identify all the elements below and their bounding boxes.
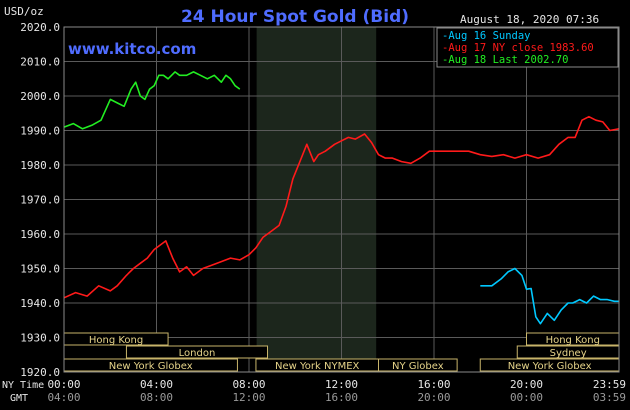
x-axis-ticks: 00:0004:0004:0008:0008:0012:0012:0016:00…	[47, 378, 626, 404]
x-tick-ny-label: 20:00	[510, 378, 543, 391]
x-tick-ny-label: 04:00	[140, 378, 173, 391]
x-tick-gmt-label: 03:59	[593, 391, 626, 404]
y-tick-label: 1990.0	[20, 125, 60, 138]
x-tick-gmt-label: 16:00	[325, 391, 358, 404]
legend-entry: -Aug 16 Sunday	[442, 30, 531, 42]
y-unit-label: USD/oz	[4, 5, 44, 18]
plot-frame	[63, 26, 620, 373]
y-axis-ticks: 2020.0 2010.0 2000.0 1990.0 1980.0 1970.0 1960…	[20, 21, 60, 379]
x-tick-gmt-label: 00:00	[510, 391, 543, 404]
y-tick-label: 2000.0	[20, 90, 60, 103]
series-line	[480, 267, 619, 325]
session-label: Sydney	[550, 348, 587, 359]
price-series	[63, 71, 620, 325]
y-tick-label: 1980.0	[20, 159, 60, 172]
x-tick-gmt-label: 08:00	[140, 391, 173, 404]
session-label: Hong Kong	[546, 335, 600, 346]
session-label: New York NYMEX	[275, 361, 360, 372]
y-tick-label: 1960.0	[20, 228, 60, 241]
session-box	[125, 345, 268, 359]
plot-border	[63, 26, 620, 373]
series-line	[63, 71, 241, 130]
session-label: NY Globex	[392, 361, 444, 372]
series-line	[63, 115, 620, 299]
x-tick-ny-label: 00:00	[47, 378, 80, 391]
gmt-label: GMT	[10, 393, 28, 404]
y-tick-label: 1970.0	[20, 194, 60, 207]
ny-time-label: NY Time	[2, 380, 44, 391]
y-tick-label: 1940.0	[20, 297, 60, 310]
y-tick-label: 1920.0	[20, 366, 60, 379]
x-tick-ny-label: 12:00	[325, 378, 358, 391]
timestamp: August 18, 2020 07:36	[460, 13, 599, 26]
session-label: Hong Kong	[89, 335, 143, 346]
x-tick-gmt-label: 20:00	[417, 391, 450, 404]
legend-entry: -Aug 18 Last 2002.70	[442, 54, 568, 66]
y-tick-label: 2020.0	[20, 21, 60, 34]
x-tick-ny-label: 23:59	[593, 378, 626, 391]
session-label: New York Globex	[508, 361, 592, 372]
session-box	[378, 358, 458, 372]
site-watermark: www.kitco.com	[68, 40, 196, 58]
legend-entry: -Aug 17 NY close 1983.60	[442, 42, 594, 54]
session-label: New York Globex	[109, 361, 193, 372]
chart-title: 24 Hour Spot Gold (Bid)	[181, 7, 409, 27]
y-tick-label: 1950.0	[20, 263, 60, 276]
legend: -Aug 16 Sunday-Aug 17 NY close 1983.60-A…	[436, 27, 619, 68]
x-tick-ny-label: 08:00	[232, 378, 265, 391]
y-tick-label: 1930.0	[20, 332, 60, 345]
legend-box	[436, 27, 619, 68]
session-label: London	[179, 348, 216, 359]
x-tick-gmt-label: 04:00	[47, 391, 80, 404]
market-sessions: Hong Kong Hong Kong London Sydney New York G…	[63, 332, 620, 372]
x-tick-ny-label: 16:00	[417, 378, 450, 391]
y-tick-label: 2010.0	[20, 56, 60, 69]
x-tick-gmt-label: 12:00	[232, 391, 265, 404]
